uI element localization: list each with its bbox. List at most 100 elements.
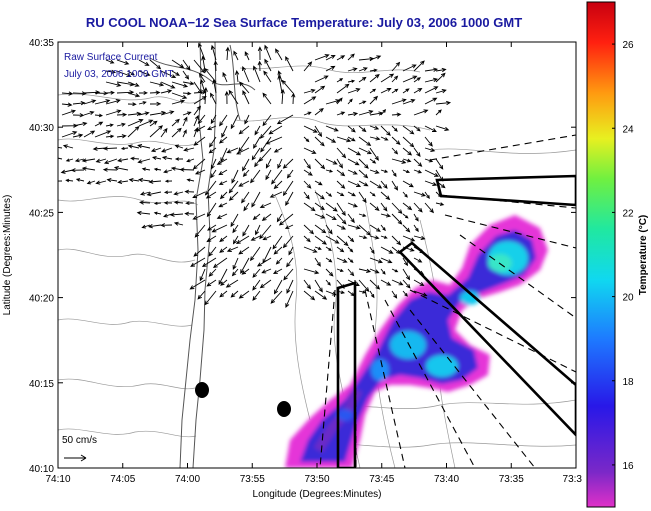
current-arrow [358,279,370,292]
current-arrow [61,109,76,116]
current-arrow [325,169,334,173]
x-tick-label: 73:45 [369,474,394,485]
current-arrow [106,177,118,183]
current-arrow [325,55,336,61]
current-arrow [358,158,369,169]
current-arrow [314,290,328,300]
current-arrow [150,147,162,153]
current-arrow [369,95,379,105]
current-arrow [347,246,354,253]
current-arrow [336,268,344,272]
current-arrow [402,169,411,174]
current-arrow [347,268,355,277]
current-arrow [236,147,250,155]
current-arrow [435,67,447,73]
current-arrow [220,279,228,286]
current-arrow [261,268,272,274]
current-arrow [325,246,332,251]
current-arrow [232,224,239,234]
current-arrow [163,213,173,218]
current-arrow [102,146,118,151]
current-arrow [286,169,294,179]
current-arrow [303,180,312,189]
current-arrow [239,81,250,94]
current-arrow [314,125,323,138]
current-arrow [303,290,316,301]
current-arrow [235,235,250,245]
current-arrow [226,147,239,154]
current-arrow [259,224,272,240]
current-arrow [148,179,162,184]
current-arrow [270,290,283,304]
current-arrow [127,81,140,87]
current-arrow [391,169,397,178]
current-arrow [347,290,355,297]
current-arrow [325,136,337,143]
current-arrow [94,91,109,96]
current-arrow [72,91,87,96]
current-arrow [303,111,312,116]
y-axis-label: Latitude (Degrees:Minutes) [2,195,13,316]
current-arrow [369,235,380,240]
current-arrow [193,127,199,138]
current-arrow [273,180,283,190]
current-arrow [95,180,107,185]
current-arrow [369,290,375,299]
current-arrow [149,110,167,116]
current-arrow [435,72,446,83]
colorbar-tick-label: 24 [622,124,634,135]
current-arrow [336,111,346,116]
current-arrow [72,133,84,138]
current-arrow [269,191,283,198]
current-arrow [86,180,96,185]
current-arrow [208,147,217,154]
current-arrow [220,147,228,163]
current-arrow [160,127,168,138]
current-arrow [369,279,381,290]
current-arrow [325,257,333,263]
scale-arrow [64,454,87,462]
current-arrow [435,158,444,170]
current-arrow [380,191,391,201]
current-arrow [174,157,183,161]
current-arrow [391,158,407,164]
current-arrow [160,81,176,89]
current-arrow [358,290,367,294]
current-arrow [358,191,367,204]
current-arrow [402,158,412,163]
current-arrow [105,90,115,95]
current-arrow [149,101,162,107]
current-arrow [413,147,421,158]
current-arrow [193,81,203,95]
current-arrow [103,158,118,165]
current-arrow [271,169,283,185]
current-arrow [402,202,413,211]
current-arrow [105,109,122,116]
current-arrow [402,224,411,233]
current-arrow [369,224,381,232]
current-arrow [314,75,329,83]
current-arrow [257,60,262,72]
current-arrow [358,125,367,133]
current-arrow [277,70,283,83]
current-arrow [347,169,358,175]
current-arrow [277,74,283,94]
current-arrow [204,67,217,83]
current-arrow [192,213,206,220]
current-arrow [138,177,151,183]
current-arrow [369,246,375,255]
current-arrow [186,178,195,182]
current-arrow [171,81,189,88]
current-arrow [265,169,272,181]
current-arrow [435,100,452,106]
current-arrow [230,114,239,130]
current-arrow [171,99,186,105]
current-arrow [391,246,401,255]
current-arrow [303,279,312,290]
current-arrow [174,144,184,149]
current-arrow [347,279,360,286]
current-arrow [228,89,239,105]
current-arrow [190,257,206,267]
current-arrow [325,213,337,220]
current-arrow [275,48,283,61]
